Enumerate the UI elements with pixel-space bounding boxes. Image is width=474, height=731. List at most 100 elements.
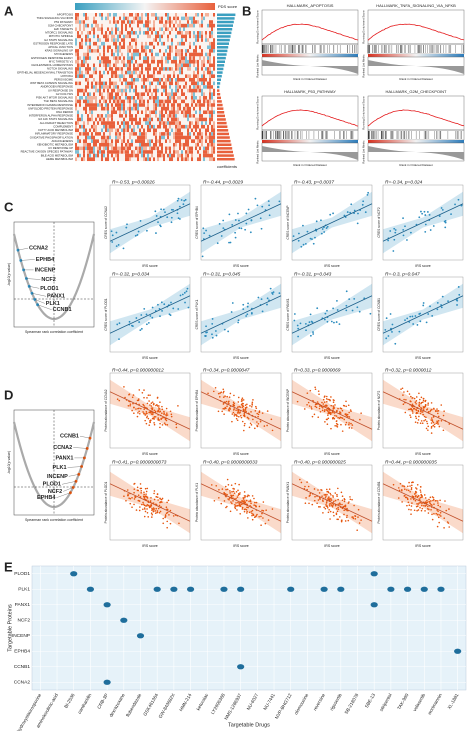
- scatter-point: [435, 499, 437, 502]
- scatter-point: [250, 502, 252, 505]
- heatmap-cell: [145, 77, 148, 82]
- heatmap-cell: [183, 96, 186, 100]
- heatmap-cell: [91, 49, 94, 53]
- heatmap-cell: [159, 34, 162, 39]
- heatmap-cell: [171, 56, 174, 60]
- heatmap-cell: [135, 106, 138, 111]
- scatter-point: [401, 501, 403, 503]
- heatmap-cell: [79, 13, 82, 17]
- heatmap-cell: [107, 146, 110, 151]
- scatter-point: [153, 423, 156, 426]
- scatter-point: [184, 198, 187, 201]
- scatter-point: [346, 516, 348, 519]
- scatter-point: [215, 484, 218, 487]
- scatter-point: [131, 409, 133, 412]
- heatmap-cell: [199, 110, 202, 115]
- heatmap-cell: [193, 20, 196, 24]
- scatter-point: [423, 415, 426, 418]
- heatmap-cell: [189, 99, 192, 104]
- heatmap-cell: [143, 142, 146, 147]
- heatmap-cell: [195, 106, 198, 111]
- coefficient-bar: [217, 114, 225, 118]
- heatmap-cell: [87, 150, 90, 154]
- heatmap-cell: [181, 59, 184, 64]
- scatter-point: [421, 502, 423, 505]
- scatter-point: [156, 496, 159, 499]
- scatter-point: [349, 211, 352, 214]
- heatmap-cell: [191, 103, 194, 107]
- scatter-point: [420, 407, 423, 410]
- heatmap-cell: [129, 16, 132, 21]
- heatmap-cell: [121, 16, 124, 21]
- heatmap-cell: [187, 157, 190, 162]
- scatter-point: [129, 502, 132, 505]
- heatmap-cell: [113, 52, 116, 57]
- heatmap-cell: [131, 139, 134, 144]
- heatmap-cell: [113, 110, 116, 115]
- heatmap-cell: [165, 99, 168, 104]
- scatter-point: [165, 506, 168, 509]
- heatmap-cell: [189, 110, 192, 115]
- heatmap-cell: [179, 121, 182, 125]
- heatmap-cell: [115, 132, 118, 136]
- scatter-point: [429, 496, 432, 499]
- heatmap-cell: [119, 153, 122, 158]
- scatter-point: [414, 315, 417, 317]
- scatter-point: [183, 199, 186, 202]
- heatmap-cell: [211, 31, 214, 35]
- coefficient-bar: [217, 103, 223, 107]
- heatmap-cell: [109, 74, 112, 79]
- heatmap-cell: [105, 92, 108, 97]
- scatter-point: [252, 418, 254, 421]
- heatmap-cell: [179, 99, 182, 104]
- heatmap-cell: [129, 74, 132, 79]
- heatmap-cell: [185, 135, 188, 140]
- scatter-point: [271, 508, 274, 510]
- heatmap-cell: [175, 103, 178, 107]
- heatmap-cell: [137, 153, 140, 158]
- heatmap-cell: [117, 31, 120, 35]
- heatmap-cell: [99, 88, 102, 93]
- heatmap-cell: [197, 106, 200, 111]
- heatmap-cell: [95, 157, 98, 162]
- coefficient-bar: [217, 42, 229, 45]
- heatmap-cell: [159, 74, 162, 79]
- heatmap-cell: [181, 157, 184, 162]
- heatmap-cell: [117, 128, 120, 133]
- scatter-point: [137, 230, 140, 233]
- scatter-point: [410, 488, 413, 491]
- heatmap-cell: [167, 20, 170, 24]
- scatter-point: [348, 501, 350, 503]
- scatter-point: [140, 314, 143, 316]
- heatmap-cell: [177, 135, 180, 140]
- heatmap-cell: [161, 135, 164, 140]
- scatter-point: [430, 422, 433, 424]
- heatmap-cell: [153, 92, 156, 97]
- scatter-point: [268, 299, 270, 302]
- heatmap-cell: [115, 45, 118, 50]
- heatmap-cell: [185, 16, 188, 21]
- heatmap-cell: [113, 77, 116, 82]
- heatmap-cell: [155, 150, 158, 154]
- heatmap-cell: [149, 139, 152, 144]
- scatter-point: [427, 429, 429, 431]
- scatter-point: [328, 498, 331, 500]
- heatmap-cell: [205, 16, 208, 21]
- heatmap-cell: [115, 16, 118, 21]
- heatmap-cell: [197, 85, 200, 89]
- heatmap-cell: [175, 139, 178, 144]
- heatmap-cell: [171, 45, 174, 50]
- heatmap-cell: [77, 146, 80, 151]
- heatmap-cell: [175, 34, 178, 39]
- scatter-point: [302, 224, 304, 227]
- scatter-point: [268, 214, 271, 217]
- heatmap-cell: [75, 142, 78, 147]
- heatmap-cell: [195, 81, 198, 86]
- scatter-point: [255, 501, 258, 504]
- scatter-point: [438, 521, 440, 524]
- scatter-point: [263, 425, 266, 427]
- heatmap-cell: [153, 56, 156, 60]
- coefficient-bar: [217, 157, 235, 161]
- scatter-point: [419, 412, 422, 415]
- heatmap-cell: [139, 27, 142, 32]
